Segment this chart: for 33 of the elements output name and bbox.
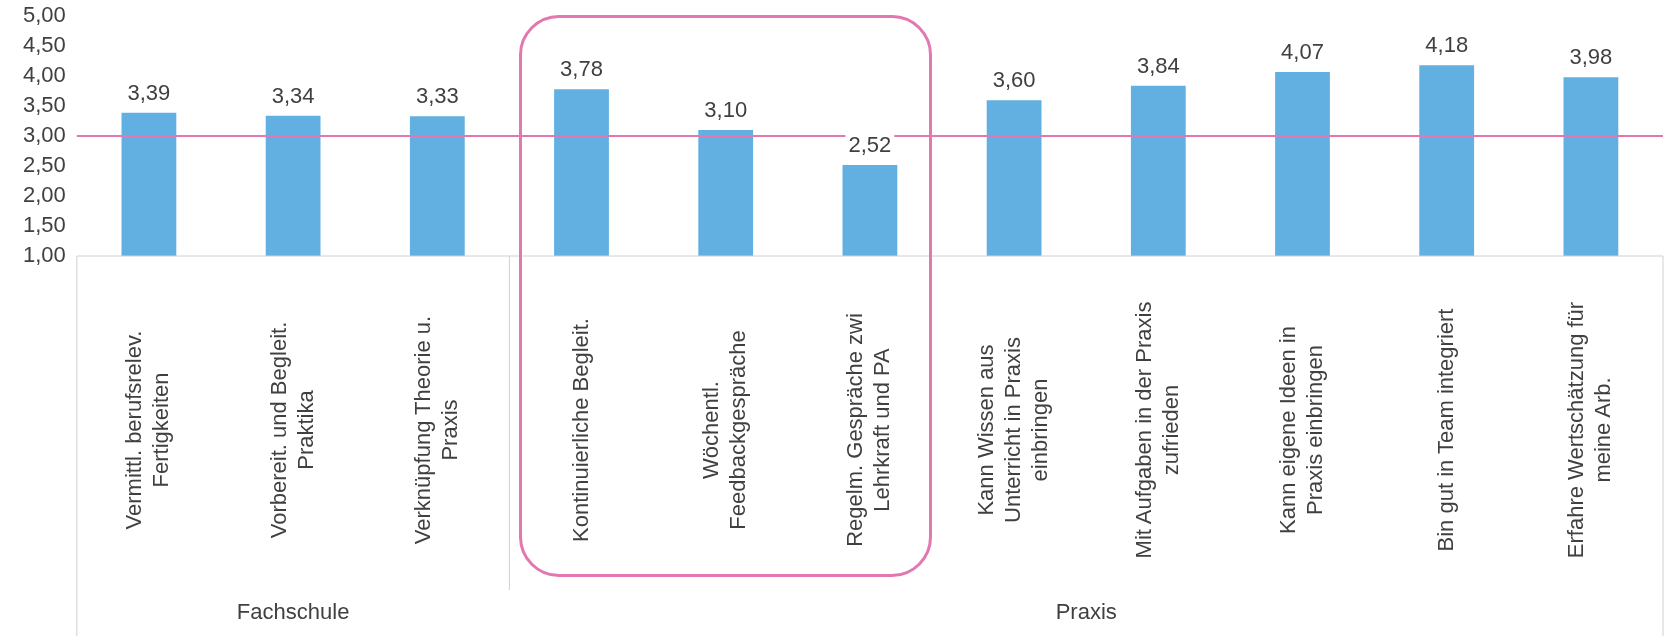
x-tick-label: Mit Aufgaben in der Praxis zufrieden — [1130, 301, 1183, 559]
x-tick-label: Regelm. Gespräche zwi Lehrkraft und PA — [842, 313, 895, 547]
data-label: 2,52 — [848, 131, 892, 157]
data-label: 4,07 — [1281, 39, 1324, 65]
x-tick-label: Vermittl. berufsrelev. Fertigkeiten — [121, 330, 174, 530]
data-label: 3,33 — [415, 83, 459, 109]
data-label: 3,78 — [560, 56, 603, 82]
y-tick-label: 4,50 — [22, 32, 66, 58]
data-label: 3,98 — [1569, 44, 1613, 70]
y-tick-label: 4,00 — [22, 62, 66, 88]
y-tick-label: 5,00 — [22, 2, 66, 28]
x-tick-label: Bin gut in Team integriert — [1432, 308, 1458, 552]
x-tick-label: Kontinuierliche Begleit. — [567, 318, 593, 542]
y-tick-label: 1,50 — [22, 212, 66, 238]
x-tick-label: Erfahre Wertschätzung für meine Arb. — [1563, 301, 1616, 559]
y-tick-label: 1,00 — [22, 242, 66, 268]
text: Praxis — [1055, 599, 1117, 625]
x-tick-label: Vorbereit. und Begleit. Praktika — [265, 321, 318, 539]
y-tick-label: 3,50 — [22, 92, 66, 118]
data-label: 4,18 — [1425, 32, 1469, 58]
data-label: 3,34 — [271, 82, 315, 108]
y-tick-label: 2,00 — [22, 182, 66, 208]
data-label: 3,60 — [992, 67, 1036, 93]
y-tick-label: 2,50 — [22, 152, 66, 178]
y-tick-label: 3,00 — [22, 122, 66, 148]
text: Fachschule — [236, 599, 350, 625]
x-tick-label: Wöchentl. Feedbackgespräche — [698, 330, 751, 530]
data-label: 3,10 — [704, 97, 748, 123]
x-tick-label: Verknüpfung Theorie u. Praxis — [409, 315, 462, 545]
data-label: 3,39 — [127, 79, 171, 105]
x-tick-label: Kann eigene Ideen in Praxis einbringen — [1275, 326, 1328, 534]
data-label: 3,84 — [1136, 52, 1180, 78]
x-tick-label: Kann Wissen aus Unterricht in Praxis einbringen — [973, 337, 1053, 523]
